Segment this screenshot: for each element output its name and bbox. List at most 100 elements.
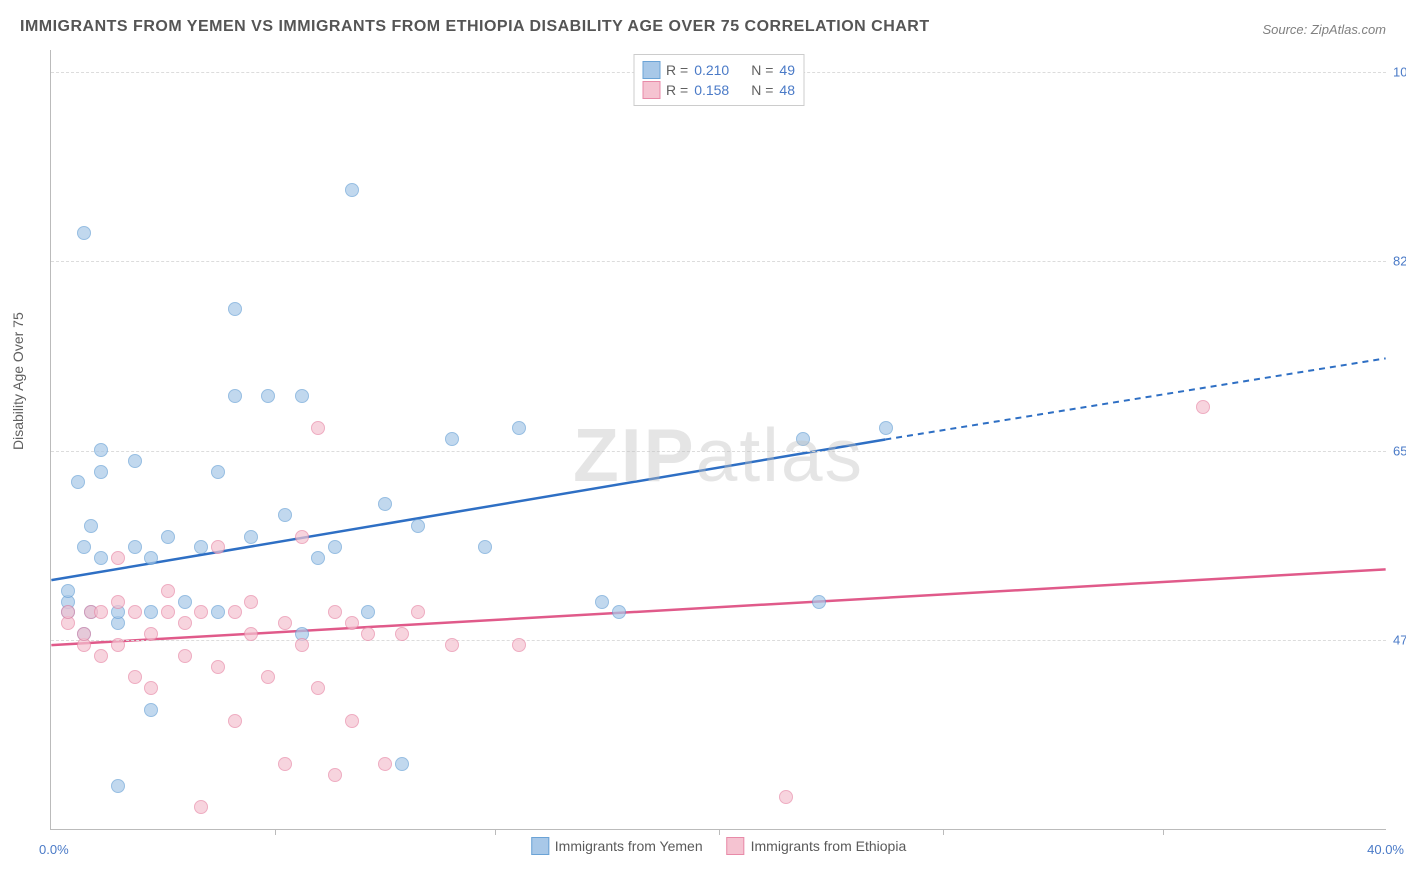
data-point [445, 638, 459, 652]
data-point [211, 605, 225, 619]
gridline [51, 261, 1386, 262]
data-point [228, 389, 242, 403]
data-point [77, 540, 91, 554]
chart-title: IMMIGRANTS FROM YEMEN VS IMMIGRANTS FROM… [20, 18, 930, 36]
gridline [51, 451, 1386, 452]
data-point [311, 681, 325, 695]
data-point [512, 638, 526, 652]
data-point [512, 421, 526, 435]
data-point [361, 627, 375, 641]
y-tick-label: 65.0% [1393, 443, 1406, 458]
legend-swatch [642, 81, 660, 99]
r-value: 0.158 [694, 82, 729, 98]
x-tick [719, 829, 720, 835]
x-tick [275, 829, 276, 835]
data-point [796, 432, 810, 446]
data-point [345, 714, 359, 728]
data-point [128, 454, 142, 468]
data-point [261, 389, 275, 403]
y-tick-label: 82.5% [1393, 254, 1406, 269]
data-point [378, 497, 392, 511]
data-point [161, 605, 175, 619]
data-point [61, 584, 75, 598]
data-point [211, 465, 225, 479]
data-point [178, 616, 192, 630]
data-point [278, 757, 292, 771]
data-point [94, 443, 108, 457]
data-point [228, 302, 242, 316]
r-value: 0.210 [694, 62, 729, 78]
data-point [194, 800, 208, 814]
data-point [178, 649, 192, 663]
data-point [228, 714, 242, 728]
data-point [328, 540, 342, 554]
data-point [311, 421, 325, 435]
series-legend-item: Immigrants from Ethiopia [727, 837, 907, 855]
series-name: Immigrants from Yemen [555, 838, 703, 854]
data-point [478, 540, 492, 554]
correlation-legend: R = 0.210 N = 49 R = 0.158 N = 48 [633, 54, 804, 106]
data-point [261, 670, 275, 684]
data-point [411, 519, 425, 533]
x-tick [495, 829, 496, 835]
data-point [244, 530, 258, 544]
n-value: 48 [779, 82, 795, 98]
legend-row: R = 0.210 N = 49 [642, 61, 795, 79]
x-tick [1163, 829, 1164, 835]
data-point [111, 638, 125, 652]
legend-swatch [531, 837, 549, 855]
y-tick-label: 47.5% [1393, 633, 1406, 648]
x-min-label: 0.0% [39, 842, 69, 857]
data-point [411, 605, 425, 619]
data-point [128, 605, 142, 619]
data-point [278, 616, 292, 630]
series-legend-item: Immigrants from Yemen [531, 837, 703, 855]
n-value: 49 [779, 62, 795, 78]
data-point [244, 595, 258, 609]
data-point [612, 605, 626, 619]
data-point [278, 508, 292, 522]
r-label: R = [666, 62, 688, 78]
data-point [779, 790, 793, 804]
data-point [595, 595, 609, 609]
data-point [77, 226, 91, 240]
legend-swatch [727, 837, 745, 855]
data-point [295, 638, 309, 652]
data-point [94, 551, 108, 565]
data-point [295, 530, 309, 544]
data-point [111, 595, 125, 609]
data-point [395, 757, 409, 771]
data-point [311, 551, 325, 565]
data-point [111, 551, 125, 565]
data-point [94, 649, 108, 663]
data-point [144, 681, 158, 695]
data-point [144, 627, 158, 641]
data-point [378, 757, 392, 771]
data-point [244, 627, 258, 641]
data-point [812, 595, 826, 609]
data-point [345, 183, 359, 197]
data-point [144, 605, 158, 619]
data-point [161, 530, 175, 544]
data-point [178, 595, 192, 609]
r-label: R = [666, 82, 688, 98]
legend-swatch [642, 61, 660, 79]
data-point [228, 605, 242, 619]
data-point [77, 627, 91, 641]
data-point [345, 616, 359, 630]
y-axis-label: Disability Age Over 75 [10, 312, 26, 450]
n-label: N = [751, 82, 773, 98]
data-point [361, 605, 375, 619]
data-point [194, 540, 208, 554]
data-point [295, 389, 309, 403]
data-point [211, 660, 225, 674]
data-point [879, 421, 893, 435]
series-legend: Immigrants from Yemen Immigrants from Et… [531, 837, 906, 855]
data-point [194, 605, 208, 619]
data-point [61, 605, 75, 619]
data-point [161, 584, 175, 598]
data-point [144, 551, 158, 565]
data-point [144, 703, 158, 717]
x-tick [943, 829, 944, 835]
data-point [328, 768, 342, 782]
